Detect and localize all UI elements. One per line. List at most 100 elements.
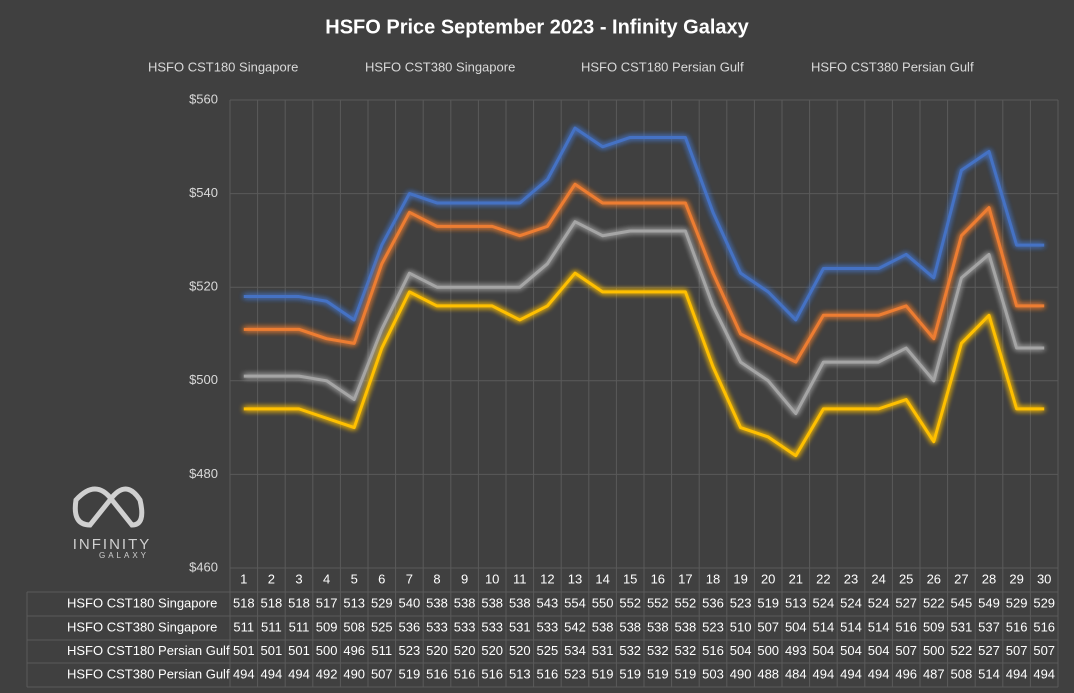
- table-cell: 494: [1033, 666, 1055, 681]
- table-cell: 500: [757, 643, 779, 658]
- table-cell: 500: [923, 643, 945, 658]
- table-cell: 511: [233, 619, 254, 634]
- x-tick-label: 13: [568, 571, 582, 586]
- table-cell: 517: [316, 595, 338, 610]
- table-cell: 537: [978, 619, 1000, 634]
- table-cell: 520: [481, 643, 503, 658]
- table-cell: 523: [564, 666, 586, 681]
- y-tick-label: $540: [189, 185, 218, 200]
- x-tick-label: 7: [406, 571, 413, 586]
- table-cell: 516: [454, 666, 476, 681]
- x-tick-label: 16: [651, 571, 665, 586]
- y-tick-label: $500: [189, 372, 218, 387]
- table-cell: 519: [619, 666, 641, 681]
- legend-label: HSFO CST380 Singapore: [365, 59, 515, 74]
- table-cell: 516: [1033, 619, 1055, 634]
- table-cell: 532: [619, 643, 641, 658]
- table-cell: 504: [840, 643, 862, 658]
- table-cell: 538: [647, 619, 669, 634]
- x-tick-label: 15: [623, 571, 637, 586]
- table-cell: 518: [288, 595, 310, 610]
- table-cell: 504: [868, 643, 890, 658]
- table-cell: 494: [840, 666, 862, 681]
- table-cell: 507: [371, 666, 393, 681]
- table-cell: 513: [343, 595, 365, 610]
- table-cell: 507: [1033, 643, 1055, 658]
- table-cell: 490: [730, 666, 752, 681]
- x-tick-label: 5: [351, 571, 358, 586]
- table-cell: 533: [454, 619, 476, 634]
- table-cell: 507: [757, 619, 779, 634]
- table-cell: 519: [399, 666, 421, 681]
- series-line: [243, 182, 1045, 364]
- table-cell: 550: [592, 595, 614, 610]
- x-tick-label: 11: [513, 571, 527, 586]
- table-cell: 518: [261, 595, 283, 610]
- x-tick-label: 8: [433, 571, 440, 586]
- table-cell: 519: [757, 595, 779, 610]
- x-tick-label: 28: [982, 571, 996, 586]
- table-cell: 496: [895, 666, 917, 681]
- table-row-label: HSFO CST180 Singapore: [67, 595, 217, 610]
- table-cell: 536: [702, 595, 724, 610]
- chart-title: HSFO Price September 2023 - Infinity Gal…: [325, 16, 749, 38]
- table-cell: 519: [675, 666, 697, 681]
- table-cell: 522: [923, 595, 945, 610]
- x-tick-label: 12: [540, 571, 554, 586]
- x-tick-label: 29: [1009, 571, 1023, 586]
- table-cell: 519: [592, 666, 614, 681]
- logo-subtext: GALAXY: [99, 551, 149, 560]
- x-tick-label: 27: [954, 571, 968, 586]
- table-cell: 516: [481, 666, 503, 681]
- table-cell: 525: [371, 619, 393, 634]
- table-cell: 525: [537, 643, 559, 658]
- table-cell: 500: [316, 643, 338, 658]
- table-cell: 509: [923, 619, 945, 634]
- table-cell: 538: [592, 619, 614, 634]
- table-cell: 514: [978, 666, 1000, 681]
- table-cell: 514: [868, 619, 890, 634]
- table-cell: 511: [261, 619, 282, 634]
- table-cell: 494: [868, 666, 890, 681]
- table-cell: 552: [619, 595, 641, 610]
- table-cell: 501: [261, 643, 283, 658]
- table-cell: 504: [813, 643, 835, 658]
- y-tick-label: $520: [189, 279, 218, 294]
- table-cell: 538: [481, 595, 503, 610]
- table-cell: 490: [343, 666, 365, 681]
- table-cell: 514: [840, 619, 862, 634]
- x-tick-label: 18: [706, 571, 720, 586]
- table-cell: 513: [785, 595, 807, 610]
- table-cell: 510: [730, 619, 752, 634]
- x-tick-label: 20: [761, 571, 775, 586]
- table-cell: 523: [399, 643, 421, 658]
- table-cell: 532: [675, 643, 697, 658]
- table-cell: 484: [785, 666, 807, 681]
- x-tick-label: 21: [789, 571, 803, 586]
- table-cell: 527: [895, 595, 917, 610]
- table-cell: 520: [509, 643, 531, 658]
- x-tick-label: 23: [844, 571, 858, 586]
- table-cell: 511: [371, 643, 392, 658]
- table-cell: 538: [426, 595, 448, 610]
- x-tick-label: 2: [268, 571, 275, 586]
- table-cell: 501: [288, 643, 310, 658]
- x-tick-label: 26: [927, 571, 941, 586]
- table-cell: 507: [895, 643, 917, 658]
- logo-mark: [72, 486, 145, 528]
- table-cell: 496: [343, 643, 365, 658]
- table-cell: 516: [895, 619, 917, 634]
- table-cell: 501: [233, 643, 255, 658]
- table-cell: 522: [951, 643, 973, 658]
- y-tick-label: $460: [189, 559, 218, 574]
- series-line: [243, 271, 1045, 458]
- legend-label: HSFO CST380 Persian Gulf: [811, 59, 974, 74]
- table-cell: 545: [951, 595, 973, 610]
- table-row-label: HSFO CST380 Persian Gulf: [67, 666, 230, 681]
- table-cell: 527: [978, 643, 1000, 658]
- table-cell: 529: [371, 595, 393, 610]
- table-cell: 508: [343, 619, 365, 634]
- table-cell: 552: [675, 595, 697, 610]
- table-cell: 536: [399, 619, 421, 634]
